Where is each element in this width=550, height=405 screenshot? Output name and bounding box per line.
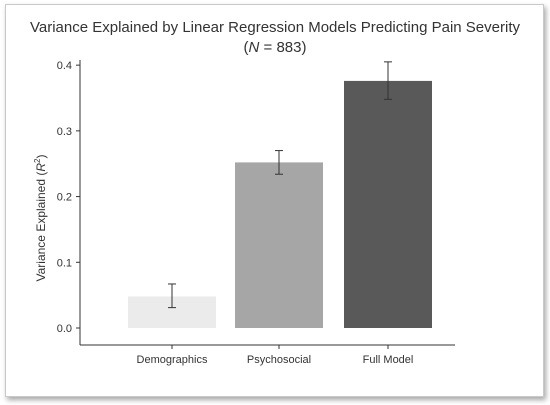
y-tick-label: 0.0 xyxy=(57,323,72,335)
x-tick-label: Full Model xyxy=(363,354,414,366)
y-tick-label: 0.1 xyxy=(57,257,72,269)
x-tick-label: Demographics xyxy=(137,354,208,366)
y-axis-title: Variance Explained (R2) xyxy=(33,155,48,282)
bar-psychosocial xyxy=(235,162,323,328)
chart-subtitle: (N = 883) xyxy=(244,39,307,56)
chart-title: Variance Explained by Linear Regression … xyxy=(30,19,520,36)
bar-full-model xyxy=(344,80,432,329)
subtitle-value: = 883) xyxy=(259,39,306,56)
subtitle-n: N xyxy=(249,39,260,56)
y-tick-label: 0.3 xyxy=(57,126,72,138)
y-tick-label: 0.2 xyxy=(57,192,72,204)
x-tick-label: Psychosocial xyxy=(247,354,311,366)
y-tick-label: 0.4 xyxy=(57,60,72,72)
